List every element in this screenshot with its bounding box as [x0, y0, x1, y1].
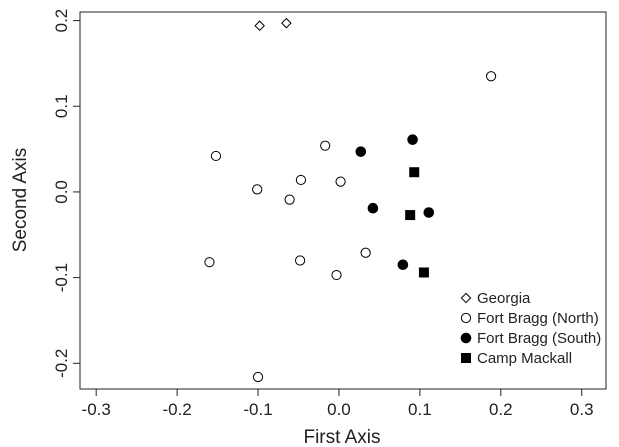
legend-marker [460, 332, 472, 344]
data-point [418, 267, 429, 278]
data-point [295, 174, 307, 186]
data-point [320, 140, 331, 151]
x-tick-label: 0.3 [570, 400, 594, 419]
data-points [204, 17, 497, 383]
data-point [397, 259, 409, 271]
y-axis-label: Second Axis [10, 148, 31, 253]
data-point [254, 20, 265, 32]
data-point [360, 247, 371, 258]
y-tick-label: -0.2 [52, 349, 71, 378]
y-tick-label: 0.1 [52, 94, 71, 118]
plot-frame [79, 11, 607, 390]
legend-marker [461, 353, 471, 363]
data-point [331, 269, 342, 281]
x-tick-label: 0.2 [489, 400, 513, 419]
x-tick-label: -0.2 [162, 400, 191, 419]
data-point [281, 17, 292, 29]
data-point [252, 184, 263, 195]
legend-label: Camp Mackall [477, 350, 572, 367]
data-point [405, 210, 416, 221]
x-axis: -0.3 -0.2 -0.1 0.0 0.1 0.2 0.3 [82, 389, 594, 419]
x-tick-label: -0.1 [243, 400, 272, 419]
y-axis: -0.2 -0.1 0.0 0.1 0.2 [52, 9, 80, 378]
x-axis-label: First Axis [303, 427, 380, 447]
legend-label: Georgia [477, 290, 531, 307]
legend-label: Fort Bragg (South) [477, 330, 601, 347]
y-tick-label: 0.2 [52, 9, 71, 33]
data-point [335, 176, 346, 187]
legend-marker [460, 312, 472, 324]
data-point [355, 146, 367, 157]
data-point [210, 150, 222, 162]
data-point [367, 202, 379, 214]
legend-label: Fort Bragg (North) [477, 310, 599, 327]
data-point [407, 134, 418, 145]
data-point [252, 371, 264, 383]
legend: Georgia Fort Bragg (North) Fort Bragg (Sou… [460, 290, 601, 367]
x-tick-label: 0.1 [408, 400, 432, 419]
data-point [284, 194, 295, 205]
y-tick-label: -0.1 [52, 263, 71, 292]
data-point [409, 167, 420, 178]
data-point [423, 207, 435, 218]
data-point [295, 255, 306, 266]
legend-marker [460, 292, 472, 304]
data-point [485, 71, 497, 82]
x-tick-label: 0.0 [327, 400, 351, 419]
y-tick-label: 0.0 [52, 180, 71, 204]
data-point [204, 257, 215, 268]
x-tick-label: -0.3 [82, 400, 111, 419]
